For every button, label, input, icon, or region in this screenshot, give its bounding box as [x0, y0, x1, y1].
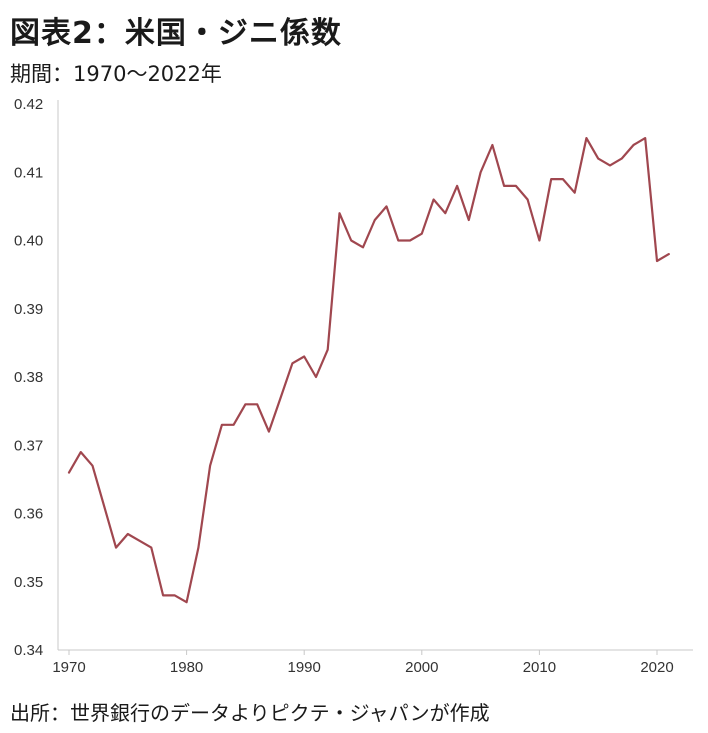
x-tick-label: 1990 — [288, 659, 321, 676]
y-tick-label: 0.35 — [14, 574, 43, 591]
x-tick-label: 1980 — [170, 659, 203, 676]
x-axis-ticks: 1970 1980 1990 2000 2010 2020 — [52, 650, 674, 676]
y-tick-label: 0.42 — [14, 96, 43, 113]
y-tick-label: 0.40 — [14, 233, 43, 250]
y-axis-ticks: 0.34 0.35 0.36 0.37 0.38 0.39 0.40 0.41 0.42 — [14, 96, 43, 659]
x-tick-label: 1970 — [52, 659, 85, 676]
series-line — [67, 137, 670, 604]
y-tick-label: 0.39 — [14, 301, 43, 318]
y-tick-label: 0.34 — [14, 642, 43, 659]
axes — [57, 100, 693, 651]
series-group — [67, 137, 670, 604]
y-tick-label: 0.36 — [14, 506, 43, 523]
y-tick-label: 0.41 — [14, 164, 43, 181]
x-tick-label: 2010 — [523, 659, 556, 676]
x-tick-label: 2020 — [640, 659, 673, 676]
chart-period: 期間：1970〜2022年 — [10, 62, 222, 86]
source-note: 出所：世界銀行のデータよりピクテ・ジャパンが作成 — [10, 701, 490, 725]
chart-title: 図表2：米国・ジニ係数 — [10, 16, 342, 51]
x-tick-label: 2000 — [405, 659, 438, 676]
y-tick-label: 0.38 — [14, 369, 43, 386]
y-tick-label: 0.37 — [14, 437, 43, 454]
